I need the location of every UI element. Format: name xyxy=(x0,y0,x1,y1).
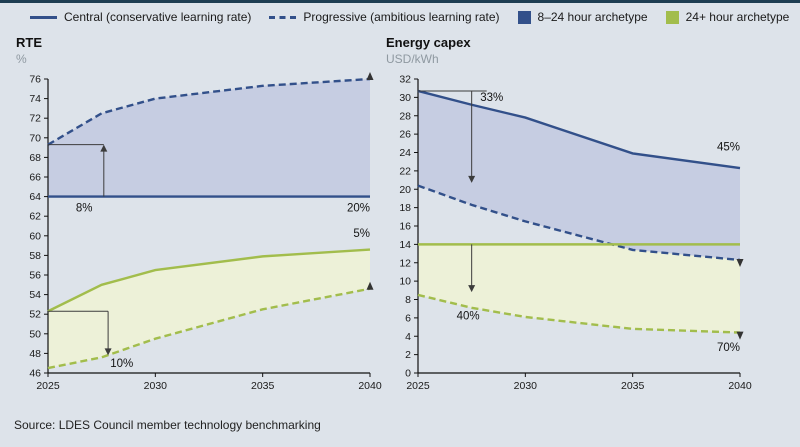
y-tick-label: 14 xyxy=(399,239,411,251)
y-tick-label: 30 xyxy=(399,92,411,104)
series-line-24-hour-progressive xyxy=(417,293,741,334)
annotation-arrowhead-icon xyxy=(104,348,112,356)
annotation-label: 70% xyxy=(717,342,740,354)
y-tick-label: 32 xyxy=(399,74,411,86)
annotation-label: 10% xyxy=(110,358,133,370)
dashed-line-swatch-icon xyxy=(269,15,297,19)
y-tick-label: 0 xyxy=(405,368,411,380)
rte-unit-label: % xyxy=(16,52,27,66)
x-tick-label: 2040 xyxy=(728,380,752,392)
y-tick-label: 52 xyxy=(29,309,41,321)
y-tick-label: 4 xyxy=(405,331,411,343)
rte-chart-block: RTE % 46 48 50 52 54 56 58 60 62 64 66 68 70 72 74 76 20… xyxy=(16,34,384,399)
y-tick-label: 22 xyxy=(399,165,411,177)
y-tick-label: 6 xyxy=(405,312,411,324)
y-tick-label: 64 xyxy=(29,191,41,203)
legend-label-8-24-hour: 8–24 hour archetype xyxy=(537,10,648,24)
solid-line-swatch-icon xyxy=(30,15,57,19)
series-line-8-24-hour-central xyxy=(417,89,741,170)
series-line-24-hour-central xyxy=(47,248,371,313)
y-tick-label: 26 xyxy=(399,129,411,141)
x-tick-label: 2030 xyxy=(144,380,168,392)
energy-capex-unit-label: USD/kWh xyxy=(386,52,439,66)
annotation-arrowhead-icon xyxy=(468,175,476,183)
y-tick-label: 70 xyxy=(29,132,41,144)
annotation-arrowhead-icon xyxy=(468,285,476,293)
legend-label-progressive: Progressive (ambitious learning rate) xyxy=(303,10,500,24)
series-line-24-hour-progressive xyxy=(47,287,371,370)
y-tick-label: 68 xyxy=(29,152,41,164)
y-tick-label: 74 xyxy=(29,93,41,105)
x-tick-label: 2040 xyxy=(358,380,382,392)
y-tick-label: 56 xyxy=(29,270,41,282)
legend-item-progressive: Progressive (ambitious learning rate) xyxy=(269,10,500,24)
x-tick-label: 2025 xyxy=(406,380,430,392)
annotation-label: 33% xyxy=(480,92,503,104)
green-square-swatch-icon xyxy=(665,10,679,24)
y-tick-label: 8 xyxy=(405,294,411,306)
top-border-rule xyxy=(0,0,800,3)
legend-item-24-plus-hour: 24+ hour archetype xyxy=(665,10,790,24)
x-tick-label: 2025 xyxy=(36,380,60,392)
y-tick-label: 12 xyxy=(399,257,411,269)
legend-item-central: Central (conservative learning rate) xyxy=(30,10,251,24)
annotation-arrowhead-icon xyxy=(100,144,108,152)
x-tick-label: 2035 xyxy=(251,380,275,392)
energy-capex-chart-block: Energy capex USD/kWh 0 2 4 6 8 10 12 14 16 18 20 22… xyxy=(386,34,754,399)
blue-square-swatch-icon xyxy=(517,10,531,24)
legend-item-8-24-hour: 8–24 hour archetype xyxy=(517,10,648,24)
y-tick-label: 54 xyxy=(29,289,41,301)
y-tick-label: 48 xyxy=(29,348,41,360)
legend-label-24-plus-hour: 24+ hour archetype xyxy=(685,10,790,24)
y-tick-label: 50 xyxy=(29,328,41,340)
y-tick-label: 16 xyxy=(399,221,411,233)
chart-legend: Central (conservative learning rate) Pro… xyxy=(30,10,789,24)
y-tick-label: 10 xyxy=(399,276,411,288)
area-fill xyxy=(418,244,740,333)
source-note: Source: LDES Council member technology b… xyxy=(14,418,321,432)
annotation-label: 45% xyxy=(717,142,740,154)
y-tick-label: 46 xyxy=(29,368,41,380)
annotation-label: 8% xyxy=(76,202,93,214)
series-line-8-24-hour-progressive xyxy=(417,184,741,262)
x-tick-label: 2035 xyxy=(621,380,645,392)
y-tick-label: 76 xyxy=(29,74,41,86)
y-tick-label: 60 xyxy=(29,230,41,242)
rte-chart-title: RTE xyxy=(16,35,42,50)
rte-line-chart: 46 48 50 52 54 56 58 60 62 64 66 68 70 72 74 76 2025 2030… xyxy=(29,72,382,392)
area-fill xyxy=(48,79,370,197)
legend-label-central: Central (conservative learning rate) xyxy=(64,10,252,24)
trend-arrowhead-icon xyxy=(366,72,374,80)
trend-arrowhead-icon xyxy=(366,281,374,290)
y-tick-label: 28 xyxy=(399,110,411,122)
x-tick-label: 2030 xyxy=(514,380,538,392)
energy-capex-chart-title: Energy capex xyxy=(386,35,471,50)
y-tick-label: 58 xyxy=(29,250,41,262)
annotation-label: 5% xyxy=(353,228,370,240)
y-tick-label: 2 xyxy=(405,349,411,361)
y-tick-label: 66 xyxy=(29,172,41,184)
trend-arrowhead-icon xyxy=(736,258,744,267)
y-tick-label: 18 xyxy=(399,202,411,214)
trend-arrowhead-icon xyxy=(736,331,744,340)
y-tick-label: 20 xyxy=(399,184,411,196)
annotation-label: 40% xyxy=(457,311,480,323)
y-tick-label: 62 xyxy=(29,211,41,223)
y-tick-label: 24 xyxy=(399,147,411,159)
area-fill xyxy=(48,249,370,369)
area-fill xyxy=(418,90,740,260)
annotation-label: 20% xyxy=(347,202,370,214)
y-tick-label: 72 xyxy=(29,113,41,125)
